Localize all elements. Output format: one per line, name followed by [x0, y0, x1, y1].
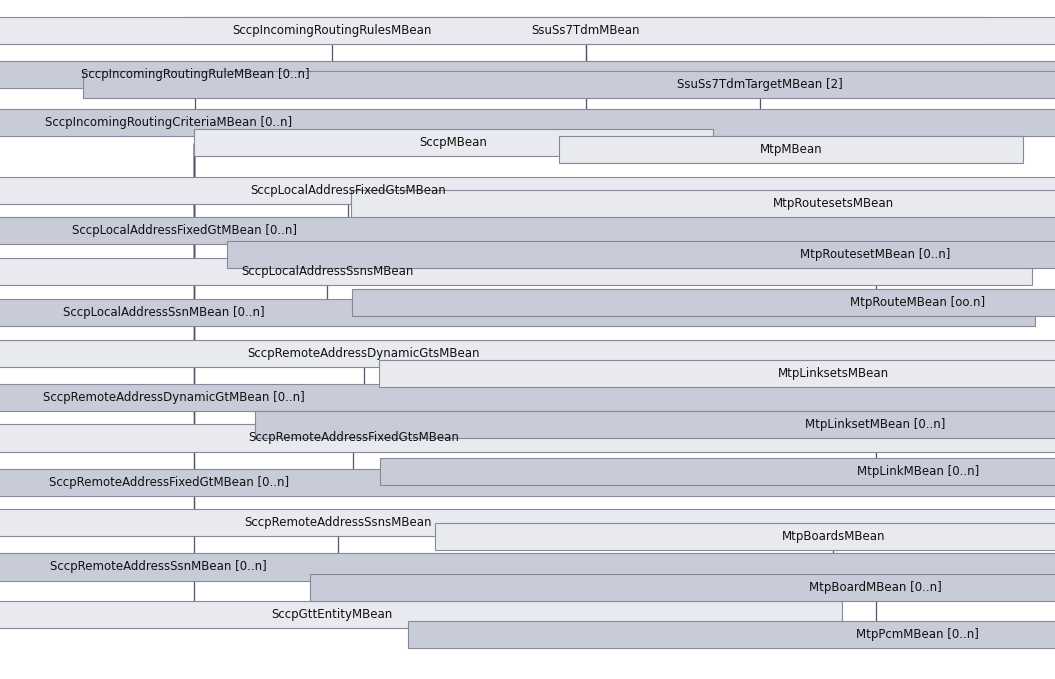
Text: SccpLocalAddressSsnMBean [0..n]: SccpLocalAddressSsnMBean [0..n] [62, 306, 265, 319]
FancyBboxPatch shape [0, 469, 1055, 496]
Text: MtpLinksetMBean [0..n]: MtpLinksetMBean [0..n] [805, 418, 946, 431]
Text: SccpMBean: SccpMBean [420, 136, 487, 149]
FancyBboxPatch shape [408, 621, 1055, 648]
FancyBboxPatch shape [352, 289, 1055, 316]
Text: MtpMBean: MtpMBean [760, 143, 823, 156]
Text: MtpBoardMBean [0..n]: MtpBoardMBean [0..n] [809, 581, 942, 594]
FancyBboxPatch shape [0, 384, 1055, 411]
FancyBboxPatch shape [0, 217, 1055, 244]
Text: MtpRouteMBean [oo.n]: MtpRouteMBean [oo.n] [850, 295, 985, 309]
Text: MtpRoutesetMBean [0..n]: MtpRoutesetMBean [0..n] [801, 248, 951, 261]
FancyBboxPatch shape [380, 458, 1055, 485]
FancyBboxPatch shape [0, 340, 1055, 367]
FancyBboxPatch shape [310, 574, 1055, 601]
FancyBboxPatch shape [435, 523, 1055, 550]
FancyBboxPatch shape [0, 17, 1055, 44]
Text: SsuSs7TdmMBean: SsuSs7TdmMBean [532, 24, 639, 37]
FancyBboxPatch shape [0, 177, 1055, 204]
FancyBboxPatch shape [227, 241, 1055, 268]
Text: MtpPcmMBean [0..n]: MtpPcmMBean [0..n] [857, 628, 979, 642]
Text: SccpLocalAddressFixedGtMBean [0..n]: SccpLocalAddressFixedGtMBean [0..n] [72, 224, 298, 238]
Text: SccpLocalAddressSsnsMBean: SccpLocalAddressSsnsMBean [241, 265, 414, 278]
FancyBboxPatch shape [0, 109, 1055, 136]
Text: SccpIncomingRoutingCriteriaMBean [0..n]: SccpIncomingRoutingCriteriaMBean [0..n] [45, 115, 292, 129]
Text: SccpRemoteAddressDynamicGtMBean [0..n]: SccpRemoteAddressDynamicGtMBean [0..n] [43, 390, 305, 404]
Text: MtpBoardsMBean: MtpBoardsMBean [782, 530, 885, 543]
FancyBboxPatch shape [0, 601, 842, 628]
Text: MtpRoutesetsMBean: MtpRoutesetsMBean [773, 197, 894, 210]
Text: SccpRemoteAddressDynamicGtsMBean: SccpRemoteAddressDynamicGtsMBean [248, 346, 480, 360]
FancyBboxPatch shape [0, 299, 1035, 326]
FancyBboxPatch shape [0, 61, 1055, 88]
Text: SccpGttEntityMBean: SccpGttEntityMBean [272, 608, 392, 621]
FancyBboxPatch shape [351, 190, 1055, 217]
FancyBboxPatch shape [0, 509, 1055, 536]
FancyBboxPatch shape [194, 129, 713, 156]
FancyBboxPatch shape [0, 553, 1055, 581]
FancyBboxPatch shape [0, 424, 1055, 452]
FancyBboxPatch shape [187, 17, 984, 44]
Text: SsuSs7TdmTargetMBean [2]: SsuSs7TdmTargetMBean [2] [676, 78, 843, 92]
Text: SccpIncomingRoutingRuleMBean [0..n]: SccpIncomingRoutingRuleMBean [0..n] [81, 68, 309, 81]
Text: MtpLinkMBean [0..n]: MtpLinkMBean [0..n] [857, 465, 979, 479]
Text: MtpLinksetsMBean: MtpLinksetsMBean [778, 367, 889, 380]
FancyBboxPatch shape [559, 136, 1023, 163]
FancyBboxPatch shape [379, 360, 1055, 387]
FancyBboxPatch shape [0, 258, 1032, 285]
FancyBboxPatch shape [254, 411, 1055, 438]
Text: SccpIncomingRoutingRulesMBean: SccpIncomingRoutingRulesMBean [233, 24, 431, 37]
Text: SccpRemoteAddressSsnsMBean: SccpRemoteAddressSsnsMBean [244, 516, 431, 530]
FancyBboxPatch shape [83, 71, 1055, 98]
Text: SccpLocalAddressFixedGtsMBean: SccpLocalAddressFixedGtsMBean [250, 183, 446, 197]
Text: SccpRemoteAddressFixedGtMBean [0..n]: SccpRemoteAddressFixedGtMBean [0..n] [49, 475, 289, 489]
Text: SccpRemoteAddressSsnMBean [0..n]: SccpRemoteAddressSsnMBean [0..n] [50, 560, 267, 574]
Text: SccpRemoteAddressFixedGtsMBean: SccpRemoteAddressFixedGtsMBean [248, 431, 459, 445]
